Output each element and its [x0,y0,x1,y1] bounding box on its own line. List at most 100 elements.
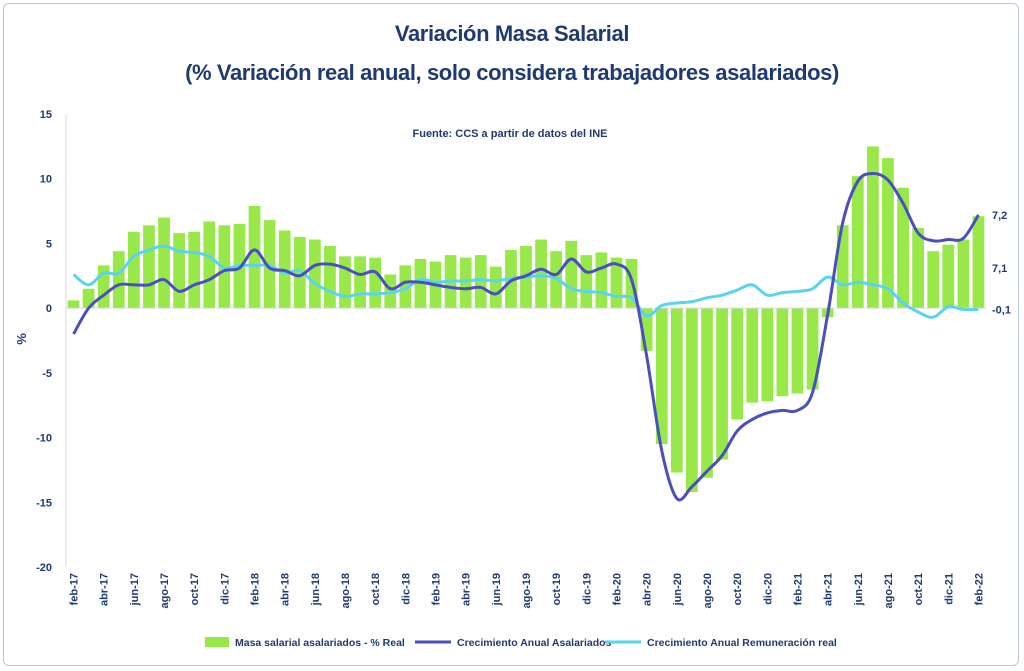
bar [399,265,412,309]
x-tick-label: oct-21 [913,573,925,605]
bar [791,308,804,394]
bar [836,225,849,309]
x-tick-label: jun-21 [853,573,865,606]
x-tick-label: abr-17 [99,573,111,606]
bar [188,231,201,309]
x-tick-label: jun-17 [129,573,141,606]
bar [369,257,382,309]
bar [67,300,80,309]
x-tick-label: dic-21 [943,573,955,605]
bar [143,225,155,309]
end-label: -0,1 [992,304,1011,316]
x-tick-label: jun-20 [672,573,684,606]
bar [459,257,472,309]
x-tick-label: feb-18 [250,573,262,605]
bar [535,239,547,309]
x-tick-label: oct-17 [189,573,201,605]
y-tick-label: -15 [36,497,52,509]
x-tick-label: feb-19 [431,573,443,605]
x-tick-label: feb-21 [792,573,804,605]
bar [655,308,668,445]
bar [293,236,306,309]
x-tick-label: ago-19 [521,573,533,608]
bar [957,239,970,309]
x-tick-label: dic-19 [581,573,593,605]
x-tick-label: oct-19 [551,573,563,605]
bar [640,308,653,351]
bar [324,246,336,309]
legend-item-masa-salarial: Masa salarial asalariados - % Real [235,637,405,649]
x-tick-label: ago-17 [159,573,171,608]
y-tick-label: -20 [36,562,52,574]
x-tick-label: oct-20 [732,573,744,605]
chart-source: Fuente: CCS a partir de datos del INE [413,128,608,140]
y-tick-label: 10 [40,174,52,186]
x-tick-label: ago-21 [883,573,895,608]
end-label: 7,2 [992,210,1007,222]
x-tick-label: abr-19 [461,573,473,606]
y-tick-label: -10 [36,433,52,445]
bar [203,221,216,309]
x-tick-label: jun-18 [310,573,322,606]
bar [867,146,879,309]
x-tick-label: feb-17 [69,573,81,605]
y-tick-label: 5 [46,238,52,250]
bar [942,244,955,309]
bar [972,216,985,309]
bar [610,257,623,309]
bar [806,308,819,390]
bar [173,233,185,309]
bar [670,308,683,473]
bar [248,205,261,309]
bar [897,187,909,309]
bar [158,217,170,309]
bar [565,240,578,309]
x-tick-label: jun-19 [491,573,503,606]
bar [686,308,698,492]
bar [112,251,125,309]
bar [489,266,502,309]
bar [761,308,774,402]
bar [127,231,140,309]
x-tick-label: dic-17 [219,573,231,605]
legend-item-remuneracion: Crecimiento Anual Remuneración real [647,637,837,649]
x-tick-label: ago-20 [702,573,714,608]
x-tick-label: abr-21 [823,573,835,606]
x-tick-label: oct-18 [370,573,382,605]
bar [716,308,728,460]
bar [776,308,789,397]
x-tick-label: dic-18 [400,573,412,605]
legend: Masa salarial asalariados - % Real Crecim… [205,637,837,649]
bar [339,256,351,309]
y-tick-label: 0 [46,303,52,315]
series-line-asalariados [72,172,980,502]
bar [595,252,608,309]
chart-subtitle: (% Variación real anual, solo considera … [185,60,839,85]
x-tick-label: abr-18 [280,573,292,606]
bar [474,255,487,309]
x-tick-label: feb-20 [611,573,623,605]
legend-swatch [205,637,229,647]
y-tick-label: 15 [40,109,52,121]
bar [851,176,864,309]
plot-area: 15 10 5 0 -5 -10 -15 -20 feb-17 abr-17 jun-17 ago-1… [36,109,1011,608]
x-tick-label: feb-22 [973,573,985,605]
bar [97,265,110,309]
bar [354,256,366,309]
y-axis-label: % [14,333,29,345]
end-label: 7,1 [992,263,1007,275]
bar [701,308,713,478]
bar [308,239,321,309]
bar [746,308,759,403]
bar [731,308,744,420]
legend-item-asalariados: Crecimiento Anual Asalariados [457,637,612,649]
x-tick-label: dic-20 [762,573,774,605]
x-tick-label: ago-18 [340,573,352,608]
y-tick-label: -5 [42,368,52,380]
chart-title: Variación Masa Salarial [395,21,629,46]
bar [927,251,940,309]
bar [82,288,95,309]
bar [912,227,925,309]
x-tick-label: abr-20 [642,573,654,606]
